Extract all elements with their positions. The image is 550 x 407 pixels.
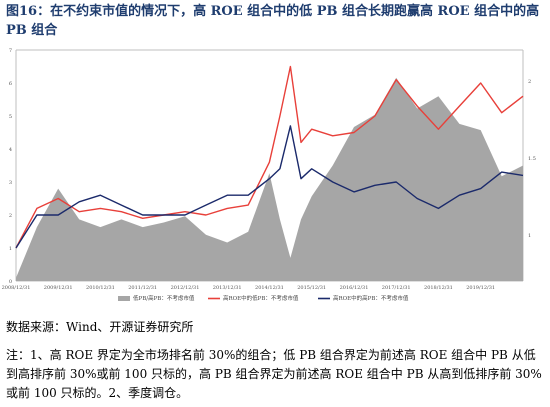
legend-label-0: 低PB/高PB：不考虑市值: [133, 294, 195, 302]
series-layer: [15, 65, 524, 281]
x-tick-label: 2009/12/31: [44, 285, 73, 291]
y-left-tick-label: 6: [9, 81, 12, 87]
y-left-tick-label: 0: [9, 279, 12, 285]
x-tick-label: 2010/12/31: [86, 285, 115, 291]
x-tick-label: 2015/12/31: [297, 285, 326, 291]
y-left-tick-label: 5: [9, 114, 12, 120]
legend-swatch-0: [118, 296, 130, 301]
y-left-tick-label: 2: [9, 213, 12, 219]
legend-label-1: 高ROE中的低PB：不考虑市值: [223, 294, 299, 302]
y-left-tick-label: 1: [9, 246, 12, 252]
x-tick-label: 2014/12/31: [255, 285, 284, 291]
y-left-tick-label: 3: [9, 180, 12, 186]
y-left-tick-label: 7: [9, 48, 12, 54]
x-tick-label: 2012/12/31: [171, 285, 200, 291]
y-left-tick-label: 4: [9, 147, 12, 153]
y-right-tick-label: 2: [528, 79, 531, 85]
y-right-tick-label: 1: [528, 233, 531, 239]
series-line-2: [15, 125, 524, 249]
legend: 低PB/高PB：不考虑市值 高ROE中的低PB：不考虑市值 高ROE中的高PB：不考…: [118, 294, 409, 302]
x-tick-label: 2018/12/31: [424, 285, 453, 291]
chart: 0 1 2 3 4 5 6 7 1 1.5 2 2008/12/31 2009/12/31 2010/12…: [0, 44, 550, 306]
x-tick-label: 2019/12/31: [466, 285, 495, 291]
x-tick-label: 2017/12/31: [382, 285, 411, 291]
data-source: 数据来源：Wind、开源证券研究所: [6, 320, 194, 334]
figure-title: 图16：在不约束市值的情况下，高 ROE 组合中的低 PB 组合长期跑赢高 RO…: [6, 4, 540, 38]
legend-label-2: 高ROE中的高PB：不考虑市值: [333, 294, 409, 302]
chart-svg: 0 1 2 3 4 5 6 7 1 1.5 2 2008/12/31 2009/12/31 2010/12…: [2, 48, 536, 302]
x-tick-label: 2016/12/31: [340, 285, 369, 291]
axis-layer: 0 1 2 3 4 5 6 7 1 1.5 2 2008/12/31 2009/12/31 2010/12…: [2, 48, 536, 291]
y-right-tick-label: 1.5: [528, 156, 536, 162]
x-tick-label: 2011/12/31: [128, 285, 157, 291]
series-line-1: [15, 65, 524, 249]
footnote: 注：1、高 ROE 界定为全市场排名前 30%的组合；低 PB 组合界定为前述高…: [6, 348, 542, 400]
x-tick-label: 2008/12/31: [2, 285, 31, 291]
x-tick-label: 2013/12/31: [213, 285, 242, 291]
